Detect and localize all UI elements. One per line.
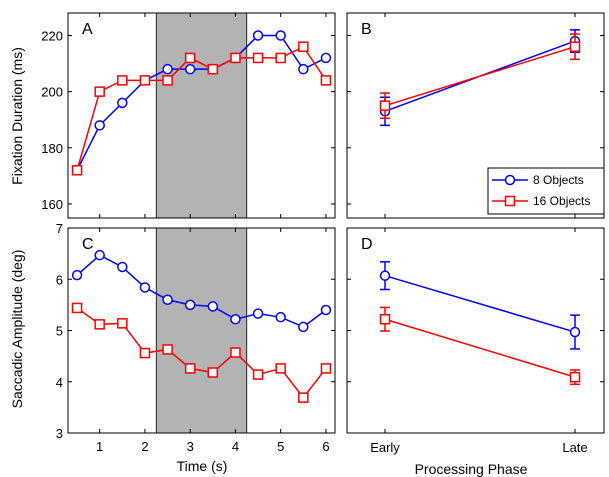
x-tick-label-c: 6	[322, 439, 329, 454]
data-point-16-objects-a	[230, 52, 241, 64]
x-axis-label-c: Time (s)	[177, 458, 228, 474]
x-tick-label-c: 5	[277, 439, 284, 454]
panel-a: 160 180 200 220 A	[41, 12, 336, 219]
data-point-8-objects-c	[298, 321, 309, 333]
data-point-16-objects-c	[252, 369, 264, 380]
series-line-8-objects-d	[384, 274, 576, 333]
data-point-8-objects-c	[94, 249, 105, 261]
panel-letter-c: C	[82, 236, 94, 253]
data-point-16-objects-a	[320, 75, 332, 86]
data-point-16-objects-a	[139, 75, 151, 86]
data-point-8-objects-c	[320, 304, 332, 316]
data-point-16-objects-a	[117, 75, 128, 86]
y-tick-label-c: 7	[56, 221, 63, 236]
panel-letter-b: B	[361, 21, 372, 38]
data-point-8-objects-a	[162, 63, 173, 75]
data-point-8-objects-c	[162, 294, 173, 305]
data-point-16-objects-c	[230, 347, 241, 358]
panel-letter-d: D	[361, 236, 373, 253]
panel-letter-a: A	[82, 21, 93, 38]
data-point-16-objects-c	[320, 363, 332, 374]
data-point-16-objects-a	[71, 165, 83, 176]
y-tick-label-a: 220	[41, 28, 63, 43]
y-tick-label-c: 6	[56, 272, 63, 287]
y-tick-label-a: 200	[41, 85, 63, 100]
data-point-8-objects-a	[320, 52, 332, 64]
x-tick-label-d: Early	[370, 440, 400, 455]
data-point-8-objects-d	[569, 326, 581, 338]
data-point-16-objects-a	[184, 52, 196, 64]
y-tick-label-a: 160	[41, 197, 63, 212]
legend-label-16-objects: 16 Objects	[533, 194, 590, 208]
x-tick-label-c: 1	[96, 439, 103, 454]
data-point-16-objects-a	[298, 41, 309, 52]
data-point-8-objects-a	[252, 30, 264, 41]
data-point-8-objects-c	[117, 261, 128, 273]
data-point-8-objects-c	[184, 299, 196, 311]
shaded-region-c	[155, 227, 248, 434]
data-point-16-objects-c	[139, 347, 151, 359]
data-point-8-objects-a	[275, 30, 286, 41]
data-point-16-objects-c	[94, 319, 105, 330]
legend-marker-16-objects	[504, 195, 516, 207]
legend-label-8-objects: 8 Objects	[533, 173, 584, 187]
legend-marker-8-objects	[504, 174, 516, 186]
x-tick-label-c: 4	[232, 439, 239, 454]
data-point-16-objects-c	[298, 392, 309, 403]
data-point-16-objects-c	[117, 318, 128, 329]
data-point-16-objects-c	[71, 302, 83, 314]
series-line-8-objects-a	[76, 34, 327, 171]
data-point-8-objects-c	[71, 269, 83, 281]
data-point-16-objects-c	[184, 363, 196, 374]
series-line-16-objects-b	[384, 45, 576, 107]
y-axis-label-a: Fixation Duration (ms)	[9, 47, 25, 185]
data-point-16-objects-d	[379, 313, 391, 325]
y-tick-label-c: 3	[56, 426, 63, 441]
y-tick-label-c: 4	[56, 375, 63, 390]
data-point-16-objects-a	[94, 86, 105, 97]
data-point-8-objects-d	[379, 270, 391, 281]
y-tick-label-c: 5	[56, 324, 63, 339]
y-axis-label-c: Saccadic Amplitude (deg)	[9, 250, 25, 409]
data-point-16-objects-c	[162, 344, 173, 355]
data-point-16-objects-c	[207, 367, 219, 378]
data-point-8-objects-c	[275, 311, 286, 323]
data-point-16-objects-a	[207, 63, 219, 75]
data-point-16-objects-a	[275, 52, 286, 64]
data-point-8-objects-a	[184, 63, 196, 75]
data-point-16-objects-a	[252, 52, 264, 64]
axes-frame-b	[346, 12, 605, 219]
data-point-8-objects-a	[94, 120, 105, 131]
data-point-8-objects-c	[252, 308, 264, 319]
data-point-16-objects-b	[569, 41, 581, 52]
data-point-16-objects-c	[275, 363, 286, 374]
data-point-8-objects-c	[230, 313, 241, 325]
data-point-8-objects-a	[117, 97, 128, 109]
panel-c: 3 4 5 6 7 1 2 3 4 5 6 C	[56, 221, 336, 454]
x-axis-label-d: Processing Phase	[415, 461, 528, 477]
data-point-8-objects-c	[207, 301, 219, 312]
data-point-8-objects-c	[139, 282, 151, 293]
x-tick-label-c: 2	[141, 439, 148, 454]
data-point-16-objects-a	[162, 75, 173, 86]
x-tick-label-c: 3	[187, 439, 194, 454]
data-point-16-objects-b	[379, 100, 391, 111]
data-point-16-objects-d	[569, 371, 581, 383]
y-tick-label-a: 180	[41, 141, 63, 156]
shaded-region-a	[155, 12, 248, 219]
panel-d: Early Late D	[346, 227, 605, 455]
x-tick-label-d: Late	[562, 440, 587, 455]
axes-frame-a	[67, 12, 336, 219]
legend: 8 Objects 16 Objects	[487, 167, 605, 215]
data-point-8-objects-a	[298, 63, 309, 75]
series-line-16-objects-d	[384, 318, 576, 378]
panel-b: B	[346, 12, 605, 219]
